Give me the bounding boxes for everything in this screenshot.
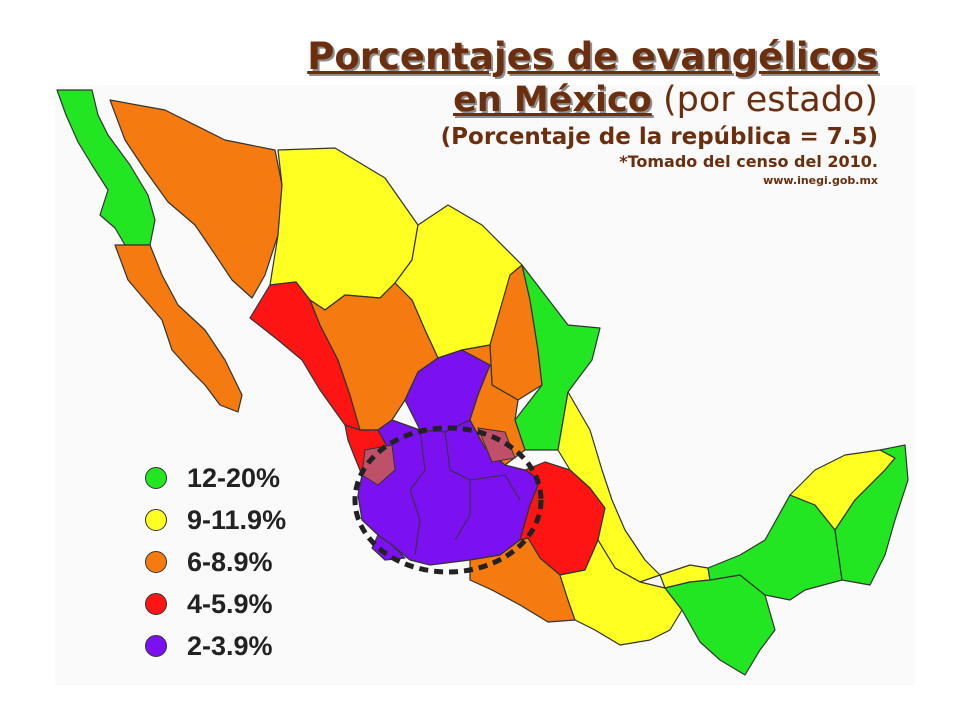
source-note: *Tomado del censo del 2010. (619, 152, 878, 171)
state-baja-california-sur (114, 244, 243, 413)
legend-label: 4-5.9% (187, 588, 273, 619)
title-block: Porcentajes de evangélicos en México (po… (307, 38, 878, 186)
legend-item: 6-8.9% (145, 541, 286, 583)
legend-label: 2-3.9% (187, 630, 273, 661)
legend-label: 9-11.9% (187, 504, 287, 535)
legend-swatch-orange (145, 551, 167, 573)
source-url: www.inegi.gob.mx (763, 174, 878, 187)
map-title: Porcentajes de evangélicos (307, 35, 878, 78)
subtitle-rest: (por estado) (651, 80, 878, 120)
region-highlight-red-2 (477, 427, 516, 463)
state-tamaulipas (514, 264, 601, 451)
legend-item: 12-20% (145, 457, 286, 499)
state-chiapas (664, 574, 776, 676)
legend-swatch-yellow (145, 509, 167, 531)
highlight-ellipse (352, 425, 544, 575)
state-quintana-roo (834, 444, 909, 586)
legend-swatch-purple (145, 635, 167, 657)
subtitle-country: en México (453, 80, 652, 120)
legend-item: 9-11.9% (145, 499, 286, 541)
legend-swatch-red (145, 593, 167, 615)
state-sonora (109, 99, 283, 299)
state-oaxaca (559, 539, 683, 646)
legend-swatch-green (145, 467, 167, 489)
legend-label: 6-8.9% (187, 546, 273, 577)
legend-item: 4-5.9% (145, 583, 286, 625)
legend: 12-20% 9-11.9% 6-8.9% 4-5.9% 2-3.9% (145, 457, 286, 667)
national-percentage: (Porcentaje de la república = 7.5) (440, 124, 878, 150)
legend-label: 12-20% (187, 462, 281, 493)
map-subtitle: en México (por estado) (307, 83, 878, 118)
legend-item: 2-3.9% (145, 625, 286, 667)
